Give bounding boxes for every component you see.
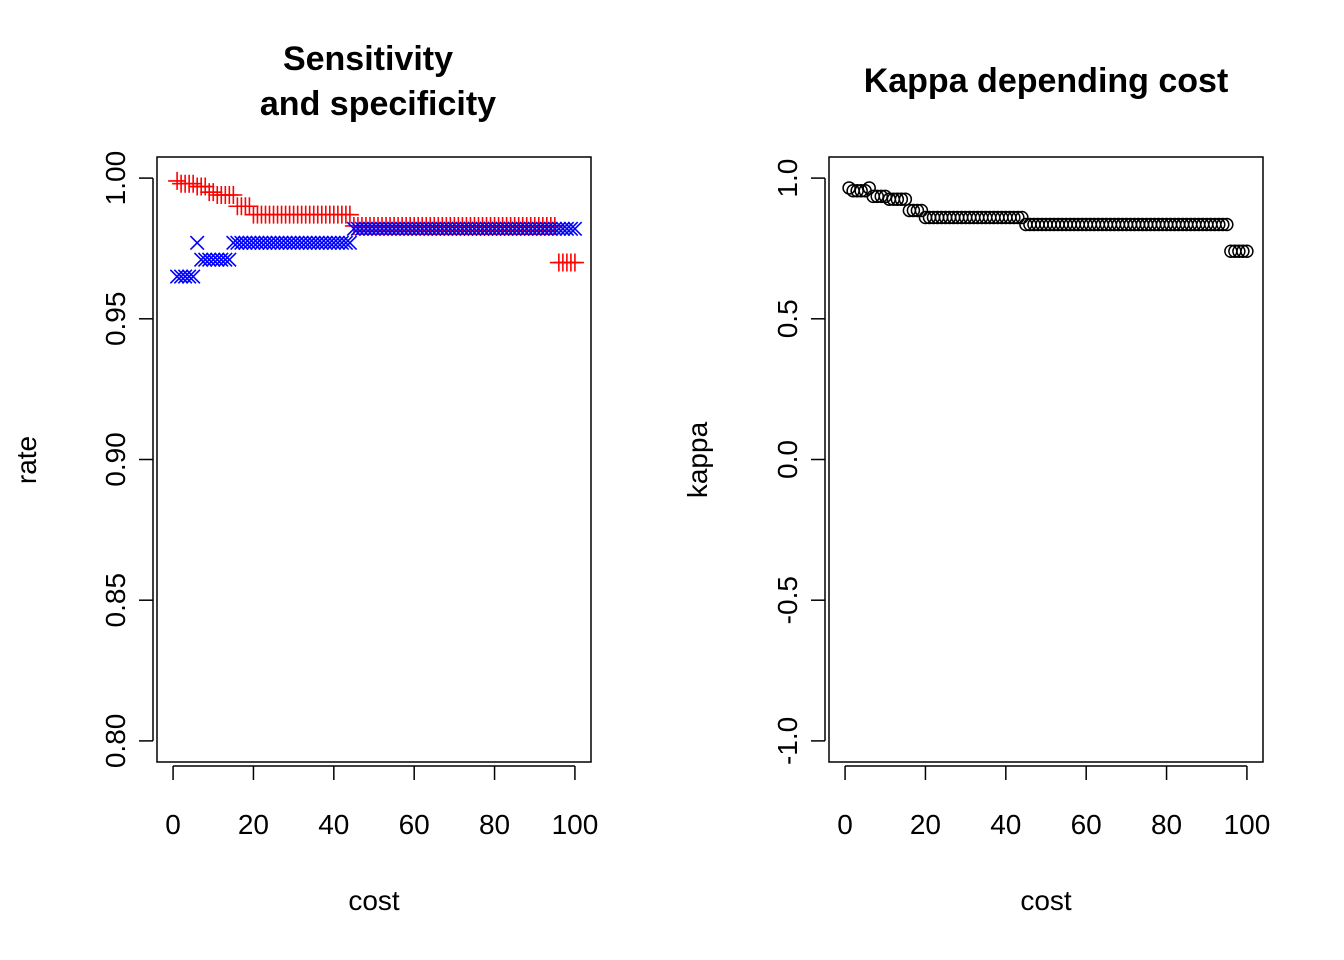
x-tick-label: 60 bbox=[1071, 809, 1102, 840]
data-point-circle bbox=[1236, 244, 1250, 259]
x-axis-label: cost bbox=[1020, 885, 1072, 916]
y-tick-label: 0.85 bbox=[100, 573, 131, 628]
y-tick-label: -1.0 bbox=[772, 717, 803, 765]
x-axis: 0 20 40 60 80 100 bbox=[165, 765, 599, 840]
data-point-circle bbox=[1232, 244, 1246, 259]
y-axis-label: kappa bbox=[682, 421, 713, 498]
data-point-circle bbox=[1216, 217, 1230, 232]
x-tick-label: 20 bbox=[238, 809, 269, 840]
data-point-circle bbox=[906, 203, 921, 218]
panel-kappa: Kappa depending cost 0 20 40 60 80 100 -1.0 -0… bbox=[682, 62, 1270, 916]
y-tick-label: 1.0 bbox=[772, 159, 803, 198]
x-tick-label: 40 bbox=[318, 809, 349, 840]
data-point-circle bbox=[854, 184, 868, 198]
data-point-plus bbox=[184, 174, 203, 193]
data-point-plus bbox=[565, 253, 584, 272]
y-tick-label: 0.80 bbox=[100, 714, 131, 769]
y-tick-label: -0.5 bbox=[772, 576, 803, 624]
x-tick-label: 0 bbox=[165, 809, 181, 840]
data-point-cross bbox=[563, 221, 579, 237]
data-point-cross bbox=[567, 221, 583, 237]
data-point-circle bbox=[1015, 210, 1029, 225]
y-axis: 0.80 0.85 0.90 0.95 1.00 bbox=[100, 151, 154, 769]
data-point-plus bbox=[224, 185, 243, 204]
data-point-cross bbox=[185, 269, 201, 284]
y-tick-label: 0.95 bbox=[100, 292, 131, 347]
data-point-circle bbox=[842, 181, 856, 195]
data-point-circle bbox=[890, 192, 905, 206]
data-point-plus bbox=[340, 205, 359, 224]
data-point-plus bbox=[204, 183, 223, 202]
y-axis: -1.0 -0.5 0.0 0.5 1.0 bbox=[772, 159, 826, 765]
data-point-cross bbox=[217, 252, 233, 268]
y-tick-label: 0.0 bbox=[772, 440, 803, 479]
data-point-circle bbox=[1220, 217, 1234, 232]
x-tick-label: 40 bbox=[990, 809, 1021, 840]
chart-title: Kappa depending cost bbox=[864, 62, 1229, 100]
y-tick-label: 0.5 bbox=[772, 299, 803, 338]
data-point-circle bbox=[1011, 210, 1025, 225]
x-tick-label: 60 bbox=[399, 809, 430, 840]
data-point-circle bbox=[862, 181, 876, 195]
data-point-circle bbox=[894, 192, 909, 206]
y-tick-label: 1.00 bbox=[100, 151, 131, 206]
data-points bbox=[168, 171, 584, 284]
chart-title-line-1: Sensitivity bbox=[283, 40, 453, 78]
x-tick-label: 80 bbox=[479, 809, 510, 840]
x-tick-label: 100 bbox=[1224, 809, 1271, 840]
x-axis: 0 20 40 60 80 100 bbox=[837, 765, 1271, 840]
x-tick-label: 100 bbox=[552, 809, 599, 840]
y-axis-label: rate bbox=[11, 436, 42, 484]
plot-frame bbox=[828, 156, 1264, 763]
data-point-cross bbox=[222, 252, 237, 268]
data-point-cross bbox=[189, 235, 205, 251]
data-points bbox=[842, 181, 1254, 259]
chart-title-line-2: and specificity bbox=[260, 85, 496, 123]
x-tick-label: 0 bbox=[837, 809, 853, 840]
x-axis-label: cost bbox=[348, 885, 400, 916]
data-point-plus bbox=[168, 171, 187, 190]
data-point-cross bbox=[338, 235, 354, 251]
data-point-circle bbox=[914, 203, 929, 218]
data-point-cross bbox=[181, 269, 197, 284]
data-point-circle bbox=[1007, 210, 1021, 225]
data-point-circle bbox=[910, 203, 925, 218]
plot-frame bbox=[156, 156, 592, 763]
data-point-plus bbox=[240, 197, 259, 216]
panel-sensitivity-specificity: Sensitivity and specificity 0 20 40 60 80 100… bbox=[11, 40, 598, 916]
y-tick-label: 0.90 bbox=[100, 432, 131, 487]
x-tick-label: 20 bbox=[910, 809, 941, 840]
data-point-cross bbox=[342, 235, 358, 251]
data-point-circle bbox=[1240, 244, 1254, 259]
x-tick-label: 80 bbox=[1151, 809, 1182, 840]
data-point-circle bbox=[1212, 217, 1226, 232]
